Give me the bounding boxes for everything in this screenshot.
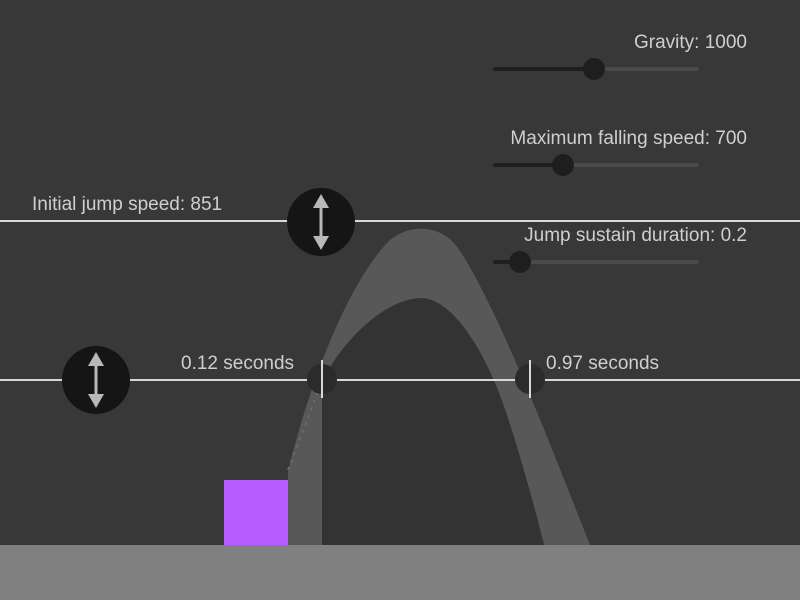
gravity-label: Gravity: 1000 (634, 32, 747, 53)
gravity-slider-knob[interactable] (582, 58, 605, 80)
player-square[interactable] (224, 480, 288, 545)
jump-sustain-duration-slider-track[interactable] (493, 251, 699, 273)
slider-group-gravity: Gravity: 1000 (487, 32, 747, 80)
jump-sustain-duration-slider-knob[interactable] (508, 251, 531, 273)
inner-jump-arc (322, 297, 548, 560)
jump-time-label: 0.12 seconds (181, 353, 295, 374)
gravity-slider-fill (493, 67, 594, 71)
mid-guide-line (0, 379, 800, 381)
land-time-tick (529, 360, 531, 398)
jump-sustain-duration-label: Jump sustain duration: 0.2 (524, 225, 747, 246)
land-time-marker[interactable] (515, 360, 545, 398)
vertical-resize-arrow-icon (88, 352, 104, 408)
apex-guide-line (0, 220, 800, 222)
apex-drag-handle[interactable] (287, 188, 355, 256)
vertical-resize-arrow-icon (313, 194, 329, 250)
jump-time-marker[interactable] (307, 360, 337, 398)
maximum-falling-speed-label: Maximum falling speed: 700 (510, 128, 747, 149)
slider-group-jump-sustain-duration: Jump sustain duration: 0.2 (487, 225, 747, 273)
jump-sustain-duration-slider-fill (493, 260, 520, 264)
initial-jump-speed-label: Initial jump speed: 851 (32, 194, 223, 215)
maximum-falling-speed-slider-fill (493, 163, 564, 167)
land-time-label: 0.97 seconds (546, 353, 660, 374)
jump-time-tick (321, 360, 323, 398)
height-drag-handle[interactable] (62, 346, 130, 414)
slider-group-maximum-falling-speed: Maximum falling speed: 700 (487, 128, 747, 176)
maximum-falling-speed-slider-track[interactable] (493, 154, 699, 176)
gravity-slider-track[interactable] (493, 58, 699, 80)
maximum-falling-speed-slider-knob[interactable] (552, 154, 575, 176)
ground (0, 545, 800, 600)
